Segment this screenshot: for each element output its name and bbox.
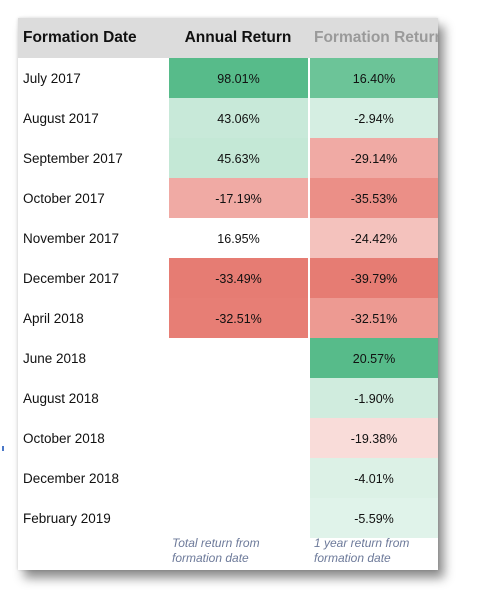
annual-return-cell: [169, 498, 308, 538]
annual-return-cell: [169, 418, 308, 458]
annual-return-cell: 16.95%: [169, 218, 308, 258]
annual-return-cell: -32.51%: [169, 298, 308, 338]
table-row: April 2018 -32.51% -32.51%: [18, 298, 438, 338]
row-marker: [2, 446, 4, 451]
formation-return-note: 1 year return from formation date: [314, 536, 410, 565]
header-annual-return: Annual Return: [184, 29, 292, 46]
annual-return-note: Total return from formation date: [172, 536, 260, 565]
annual-return-cell: 43.06%: [169, 98, 308, 138]
table-row: June 2018 20.57%: [18, 338, 438, 378]
formation-date-cell: June 2018: [23, 351, 87, 366]
table-row: February 2019 -5.59%: [18, 498, 438, 538]
table-row: December 2018 -4.01%: [18, 458, 438, 498]
formation-return-cell: -1.90%: [310, 378, 438, 418]
header-formation-return: Formation Return: [314, 29, 438, 46]
table-row: November 2017 16.95% -24.42%: [18, 218, 438, 258]
annual-return-cell: [169, 458, 308, 498]
returns-table: Formation Date Annual Return Formation R…: [18, 18, 438, 570]
annual-return-cell: [169, 378, 308, 418]
formation-return-cell: -35.53%: [310, 178, 438, 218]
formation-date-cell: December 2017: [23, 271, 120, 286]
table-row: July 2017 98.01% 16.40%: [18, 58, 438, 98]
formation-date-cell: December 2018: [23, 471, 120, 486]
formation-return-cell: -5.59%: [310, 498, 438, 538]
table-row: December 2017 -33.49% -39.79%: [18, 258, 438, 298]
annual-return-cell: -17.19%: [169, 178, 308, 218]
header-formation-date: Formation Date: [23, 29, 137, 46]
formation-return-cell: -39.79%: [310, 258, 438, 298]
annual-return-cell: -33.49%: [169, 258, 308, 298]
formation-date-cell: February 2019: [23, 511, 111, 526]
table-header: Formation Date Annual Return Formation R…: [18, 18, 438, 58]
annual-return-cell: 98.01%: [169, 58, 308, 98]
formation-date-cell: April 2018: [23, 311, 84, 326]
table-row: October 2017 -17.19% -35.53%: [18, 178, 438, 218]
annual-return-cell: 45.63%: [169, 138, 308, 178]
formation-return-cell: -4.01%: [310, 458, 438, 498]
formation-return-cell: 16.40%: [310, 58, 438, 98]
table-row: August 2017 43.06% -2.94%: [18, 98, 438, 138]
formation-return-cell: -19.38%: [310, 418, 438, 458]
formation-date-cell: July 2017: [23, 71, 81, 86]
formation-return-cell: -29.14%: [310, 138, 438, 178]
table-row: October 2018 -19.38%: [18, 418, 438, 458]
table-row: September 2017 45.63% -29.14%: [18, 138, 438, 178]
formation-date-cell: August 2017: [23, 111, 99, 126]
formation-date-cell: September 2017: [23, 151, 123, 166]
formation-return-cell: -24.42%: [310, 218, 438, 258]
formation-return-cell: -2.94%: [310, 98, 438, 138]
table-row: August 2018 -1.90%: [18, 378, 438, 418]
formation-return-cell: -32.51%: [310, 298, 438, 338]
formation-date-cell: August 2018: [23, 391, 99, 406]
formation-date-cell: November 2017: [23, 231, 120, 246]
annual-return-cell: [169, 338, 308, 378]
formation-date-cell: October 2018: [23, 431, 105, 446]
formation-return-cell: 20.57%: [310, 338, 438, 378]
formation-date-cell: October 2017: [23, 191, 105, 206]
